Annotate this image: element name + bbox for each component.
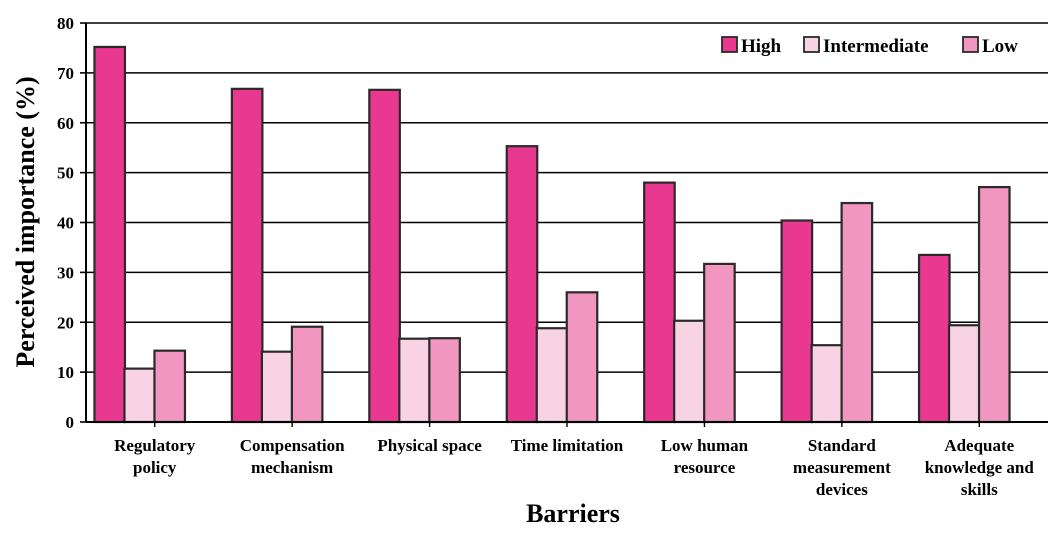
bar-intermediate-4 <box>673 319 706 424</box>
bar-low-5 <box>840 201 874 424</box>
bar-high-6 <box>917 253 951 424</box>
x-tick-label: measurement <box>793 458 891 477</box>
y-tick-label: 40 <box>57 214 74 233</box>
x-axis-label: Barriers <box>526 499 620 528</box>
bar-high-2 <box>368 88 401 424</box>
bar-low-2 <box>428 337 461 424</box>
bar-high-4 <box>643 181 676 424</box>
x-tick-label: skills <box>961 480 998 499</box>
y-tick-label: 0 <box>66 413 75 432</box>
x-tick-label: policy <box>133 458 177 477</box>
legend-label-intermediate: Intermediate <box>823 36 929 57</box>
bar-high-3 <box>505 145 539 424</box>
legend-swatch-low <box>962 36 979 53</box>
bar-intermediate-6 <box>947 324 981 424</box>
x-tick-label: resource <box>674 458 736 477</box>
y-tick-label: 60 <box>57 114 74 133</box>
y-tick-label: 80 <box>57 14 74 33</box>
x-tick-label: Compensation <box>240 436 345 455</box>
y-tick-label: 70 <box>57 64 74 83</box>
bar-high-1 <box>230 87 264 424</box>
y-tick-label: 10 <box>57 363 74 382</box>
legend-label-high: High <box>741 36 782 57</box>
bar-intermediate-5 <box>810 344 844 424</box>
bar-intermediate-2 <box>398 337 431 424</box>
x-tick-label: mechanism <box>251 458 333 477</box>
bar-low-1 <box>290 325 324 424</box>
x-tick-label: devices <box>816 480 868 499</box>
x-tick-label: Regulatory <box>114 436 196 455</box>
x-tick-label: knowledge and <box>925 458 1035 477</box>
y-tick-label: 20 <box>57 313 74 332</box>
bar-intermediate-1 <box>260 350 294 424</box>
x-tick-label: Low human <box>661 436 749 455</box>
x-tick-label: Physical space <box>377 436 482 455</box>
bar-high-0 <box>93 45 127 424</box>
y-axis-label: Perceived importance (%) <box>11 76 40 367</box>
x-tick-label: Time limitation <box>511 436 624 455</box>
bar-low-3 <box>565 291 599 424</box>
legend-label-low: Low <box>982 36 1018 57</box>
legend-swatch-high <box>721 36 738 53</box>
x-tick-label: Adequate <box>944 436 1014 455</box>
bar-low-4 <box>703 262 736 424</box>
bar-intermediate-3 <box>535 327 569 424</box>
bar-intermediate-0 <box>123 367 157 424</box>
y-tick-label: 30 <box>57 263 74 282</box>
legend-swatch-intermediate <box>803 36 820 53</box>
bar-low-6 <box>977 185 1011 424</box>
bar-high-5 <box>780 219 814 424</box>
x-tick-label: Standard <box>808 436 877 455</box>
bar-low-0 <box>153 349 187 424</box>
y-tick-label: 50 <box>57 164 74 183</box>
legend: High Intermediate Low <box>721 36 1018 57</box>
